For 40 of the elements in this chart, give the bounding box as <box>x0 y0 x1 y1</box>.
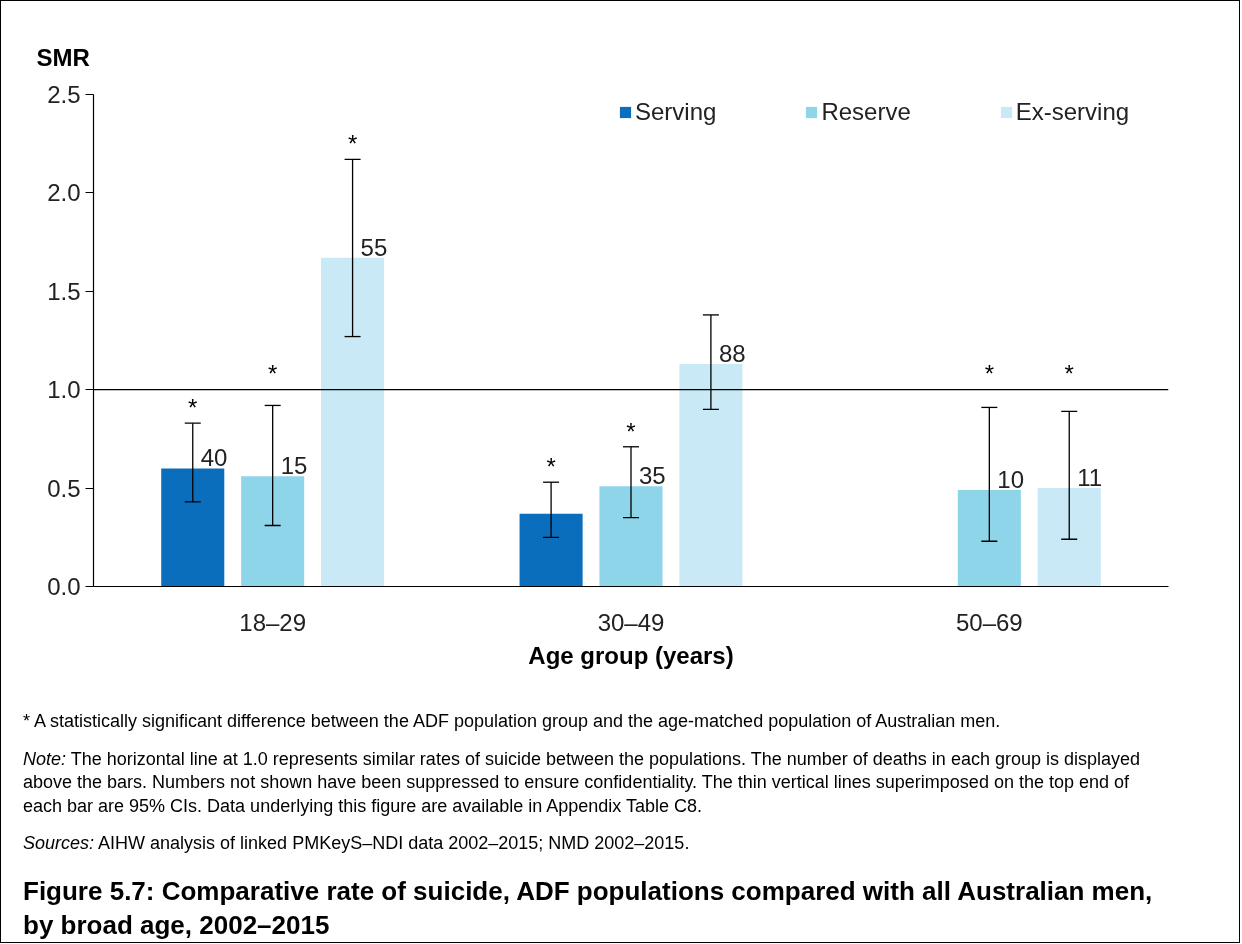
text: Figure 5.7: Comparative rate of suicide, ADF populations compared with all Australian men, by broad age, 2002–2015 <box>23 874 1154 942</box>
x-tick-label: 18–29 <box>239 608 307 636</box>
source-note: Sources: AIHW analysis of linked PMKeyS–NDI data 2002–2015; NMD 2002–2015. <box>23 832 691 855</box>
legend-label: Serving <box>635 98 717 126</box>
text: * A statistically significant difference between the ADF population group and the age-matched population of Australian men. <box>23 710 1002 733</box>
y-tick-label: 2.5 <box>47 81 81 108</box>
y-tick-label: 0.5 <box>47 474 81 502</box>
annotation: * <box>984 359 995 387</box>
y-tick-label: 2.0 <box>47 179 81 207</box>
annotation: 10 <box>997 466 1025 494</box>
annotation: 40 <box>200 444 228 472</box>
legend-label: Reserve <box>821 98 911 126</box>
annotation: * <box>188 394 198 422</box>
x-tick-label: 30–49 <box>597 608 665 636</box>
y-tick-label: 1.0 <box>47 376 81 404</box>
bar <box>241 476 305 587</box>
annotation: 55 <box>360 233 388 261</box>
bar <box>679 364 743 587</box>
annotation: * <box>1064 359 1074 387</box>
legend-label: Ex-serving <box>1015 98 1130 126</box>
annotation: 11 <box>1077 464 1103 492</box>
y-axis-title: SMR <box>36 44 90 71</box>
bar <box>599 486 663 587</box>
annotation: * <box>347 130 358 158</box>
x-axis-title: Age group (years) <box>528 641 734 669</box>
annotation: 15 <box>280 452 308 480</box>
bar <box>161 468 225 587</box>
annotation: * <box>268 359 278 387</box>
text: Note: The horizontal line at 1.0 represents similar rates of suicide between the populations. The number of deaths in each group is displayed above the bars. Numbers not shown have been suppressed to ensure confidentiality. The thin vertical lines superimposed on the top end of each bar are 95% CIs. Data underlying this figure are available in Appendix Table C8. <box>23 747 1141 818</box>
annotation: 88 <box>718 340 746 368</box>
annotation: * <box>546 453 556 481</box>
bar <box>321 257 385 587</box>
bar <box>957 490 1021 587</box>
annotation: * <box>626 417 636 445</box>
x-tick-label: 50–69 <box>955 608 1023 636</box>
bar <box>1037 488 1101 587</box>
y-tick-label: 1.5 <box>47 277 81 305</box>
y-tick-label: 0.0 <box>47 573 81 600</box>
bar <box>519 513 583 587</box>
annotation: 35 <box>639 462 666 490</box>
